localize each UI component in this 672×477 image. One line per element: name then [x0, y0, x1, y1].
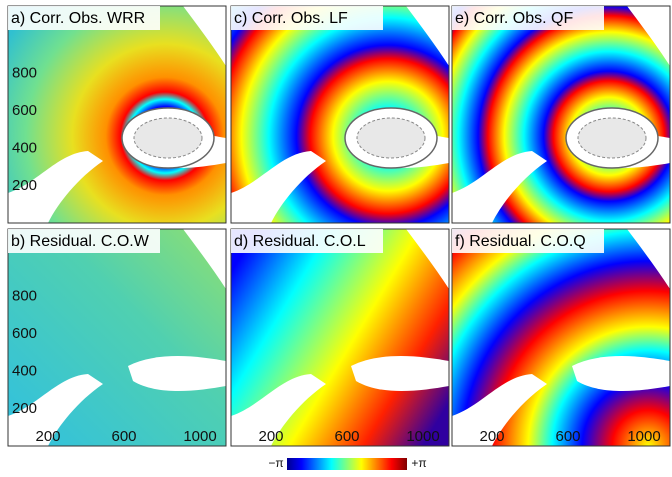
- panel: f) Residual. C.O.Q 200 600 1000: [452, 229, 670, 446]
- x-tick-label: 1000: [627, 428, 660, 445]
- y-tick-label: 400: [12, 362, 37, 379]
- crater-inner: [578, 118, 646, 158]
- colorbar-max: +π: [411, 456, 426, 470]
- panel-title: f) Residual. C.O.Q: [455, 233, 586, 250]
- x-tick-label: 1000: [406, 428, 439, 445]
- y-tick-label: 800: [12, 287, 37, 304]
- x-tick-label: 600: [111, 428, 136, 445]
- x-tick-label: 200: [35, 428, 60, 445]
- panel: a) Corr. Obs. WRR 200 400 600 800: [8, 6, 226, 223]
- x-tick-label: 200: [258, 428, 283, 445]
- x-tick-label: 600: [555, 428, 580, 445]
- x-tick-label: 600: [334, 428, 359, 445]
- panel-title: b) Residual. C.O.W: [11, 233, 150, 250]
- crater-inner: [134, 118, 202, 158]
- panel-title: a) Corr. Obs. WRR: [11, 10, 145, 27]
- x-tick-label: 200: [479, 428, 504, 445]
- panel-title: d) Residual. C.O.L: [234, 233, 366, 250]
- colorbar: [287, 458, 407, 470]
- figure: a) Corr. Obs. WRR 200 400 600 800 c) Corr. Ob…: [0, 0, 672, 472]
- panel-title: e) Corr. Obs. QF: [455, 10, 573, 27]
- y-tick-label: 600: [12, 325, 37, 342]
- y-tick-label: 400: [12, 139, 37, 156]
- y-tick-label: 600: [12, 102, 37, 119]
- panel: d) Residual. C.O.L 200 600 1000: [231, 229, 449, 446]
- y-tick-label: 800: [12, 64, 37, 81]
- crater-inner: [357, 118, 425, 158]
- y-tick-label: 200: [12, 177, 37, 194]
- panels: a) Corr. Obs. WRR 200 400 600 800 c) Corr. Ob…: [8, 6, 670, 446]
- colorbar-min: −π: [268, 456, 283, 470]
- x-tick-label: 1000: [183, 428, 216, 445]
- panel: c) Corr. Obs. LF: [231, 6, 449, 223]
- panel-title: c) Corr. Obs. LF: [234, 10, 348, 27]
- panel: e) Corr. Obs. QF: [452, 6, 670, 223]
- y-tick-label: 200: [12, 400, 37, 417]
- panel: b) Residual. C.O.W 200 400 600 800 200 600 1000: [8, 229, 226, 446]
